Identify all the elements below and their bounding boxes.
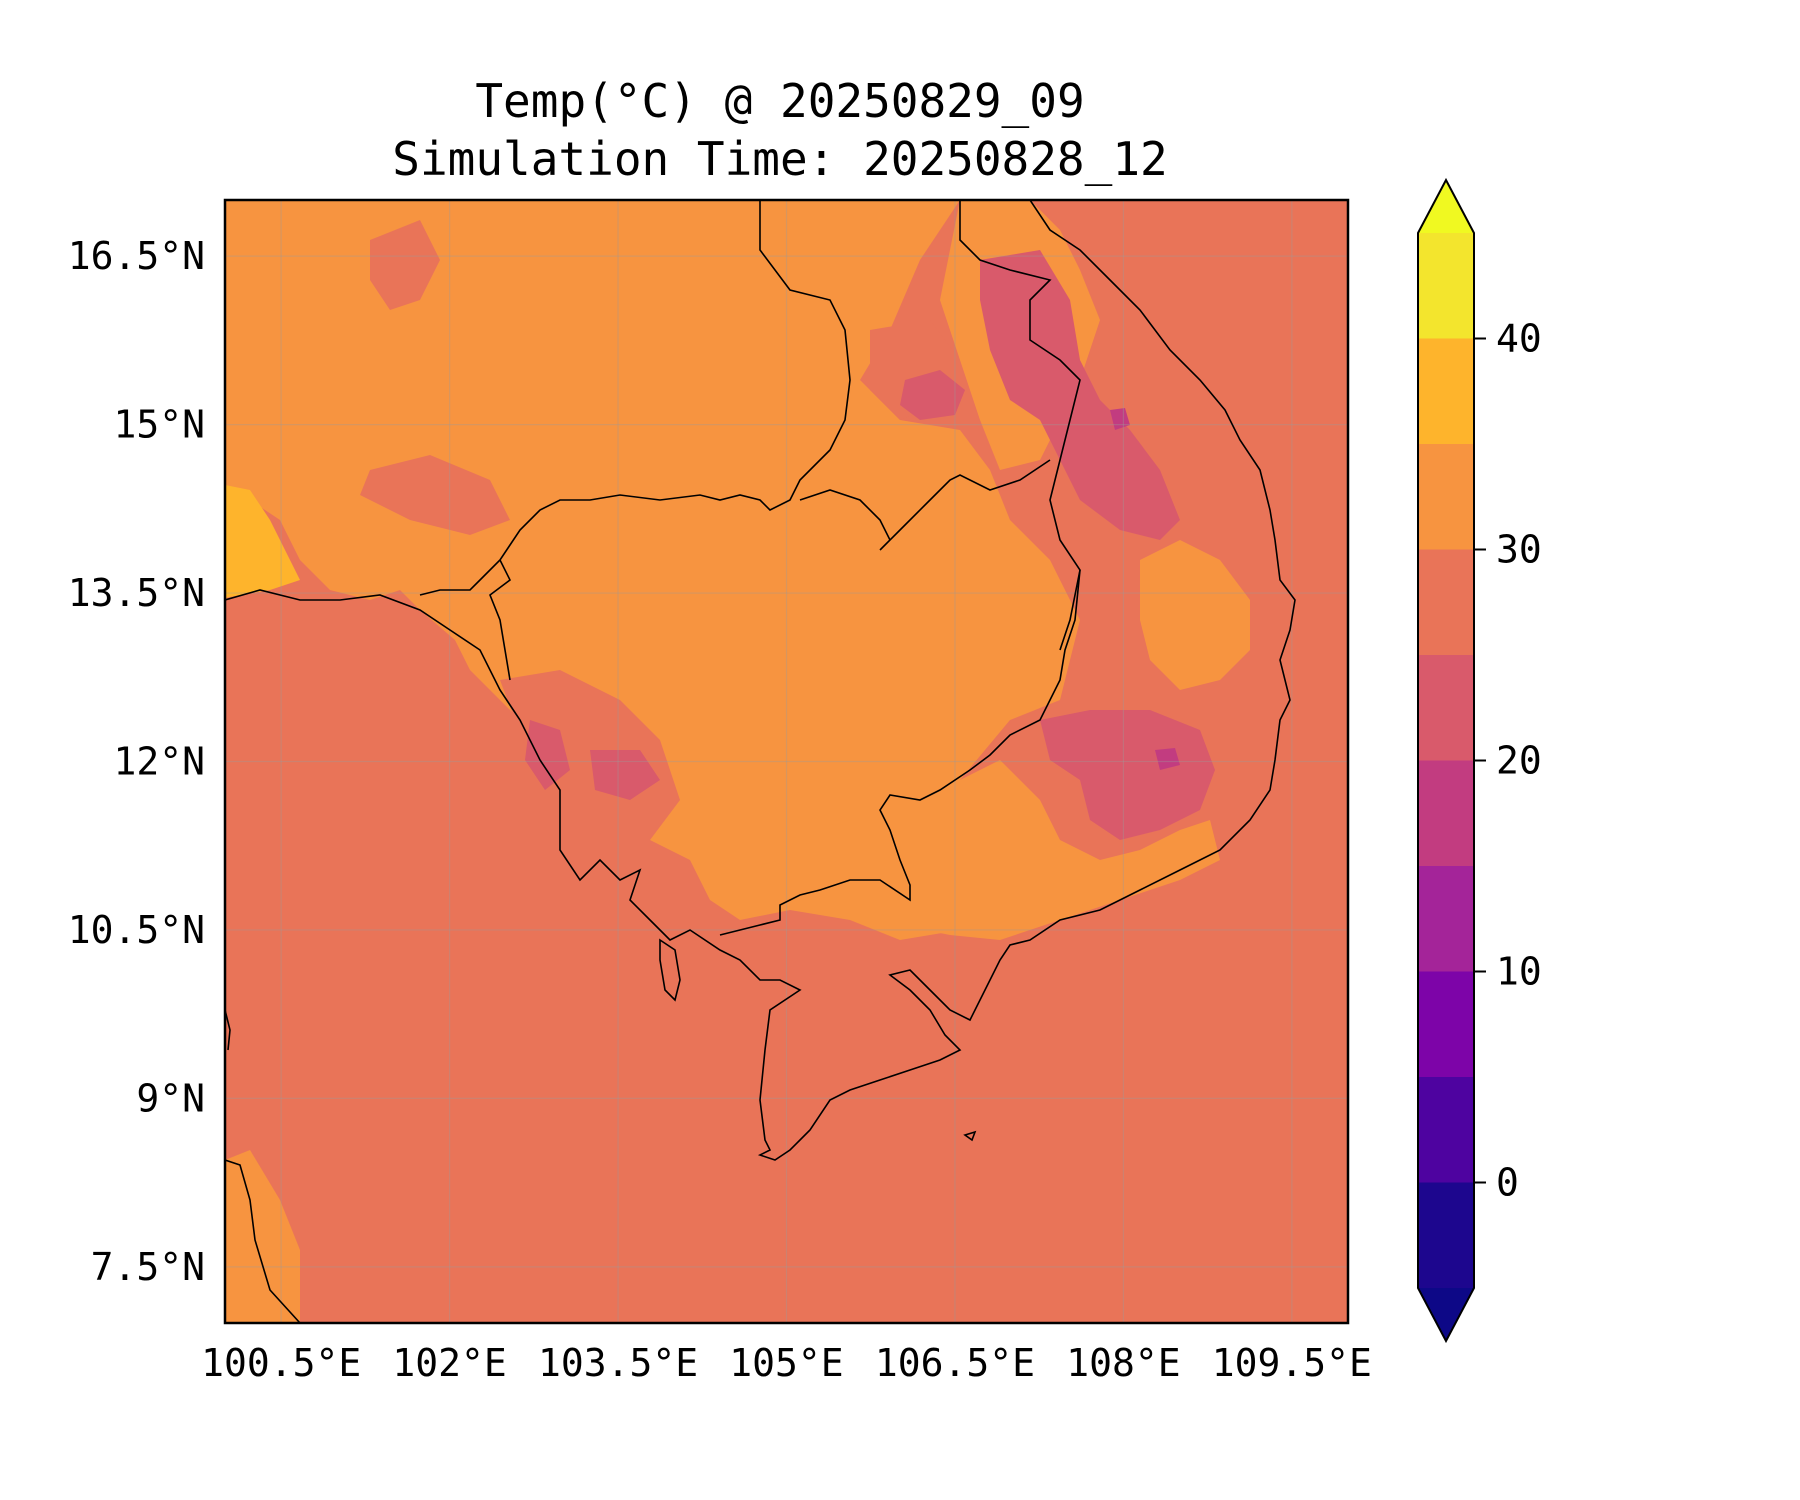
map-gridlines	[225, 200, 1348, 1323]
border-cambodia-vietnam	[719, 569, 1081, 936]
colorbar-segment	[1418, 1077, 1474, 1183]
temp-region-15-20-peak-1	[1110, 408, 1130, 430]
border-cambodia-laos	[799, 459, 1051, 551]
lon-tick-label: 106.5°E	[875, 1341, 1035, 1385]
lat-tick-label: 16.5°N	[68, 234, 205, 278]
latitude-ticks: 16.5°N 15°N 13.5°N 12°N 10.5°N 9°N 7.5°N	[68, 234, 205, 1289]
map-plot-area	[225, 200, 1348, 1323]
temperature-colorbar: 0 10 20 30 40	[1417, 177, 1542, 1344]
map-title-line-1: Temp(°C) @ 20250829_09	[475, 74, 1085, 128]
lat-tick-label: 13.5°N	[68, 571, 205, 615]
temp-region-30-35-thailand-laos	[225, 200, 1080, 940]
lat-tick-label: 10.5°N	[68, 908, 205, 952]
temp-region-20-25-cardamom	[525, 720, 570, 790]
lon-tick-label: 100.5°E	[201, 1341, 361, 1385]
myanmar-coast	[225, 1009, 231, 1051]
temp-region-20-25-cardamom-2	[590, 750, 660, 800]
colorbar-extend-under	[1418, 1288, 1474, 1341]
colorbar-segment	[1418, 866, 1474, 972]
colorbar-segment	[1418, 760, 1474, 866]
colorbar-tick-label: 40	[1496, 317, 1542, 361]
lon-tick-label: 105°E	[729, 1341, 843, 1385]
island-phu-quoc	[659, 938, 681, 1002]
temp-patch-25-30-thailand-1	[360, 455, 510, 535]
colorbar-segment	[1418, 338, 1474, 444]
temp-region-30-35-vietnam-coast	[1140, 540, 1250, 690]
temp-region-35-40-west	[225, 485, 300, 598]
lon-tick-label: 102°E	[392, 1341, 506, 1385]
temp-region-30-35-south-vietnam	[880, 760, 1220, 940]
colorbar-tick-label: 30	[1496, 528, 1542, 572]
lon-tick-label: 108°E	[1066, 1341, 1180, 1385]
colorbar-segment	[1418, 655, 1474, 761]
colorbar-extend-over	[1418, 180, 1474, 233]
colorbar-segment	[1418, 1182, 1474, 1288]
temp-patch-25-30-thailand-2	[370, 220, 440, 310]
temp-region-15-20-peak-2	[1155, 748, 1180, 770]
border-laos-vietnam	[959, 200, 1081, 651]
colorbar-segment	[1418, 971, 1474, 1077]
lat-tick-label: 9°N	[136, 1076, 205, 1120]
lat-tick-label: 15°N	[113, 403, 205, 447]
lon-tick-label: 103.5°E	[538, 1341, 698, 1385]
colorbar-tick-label: 10	[1496, 950, 1542, 994]
map-title-line-2: Simulation Time: 20250828_12	[392, 132, 1168, 186]
island-con-dao	[963, 1130, 977, 1142]
colorbar-segment	[1418, 549, 1474, 655]
lat-tick-label: 7.5°N	[91, 1245, 205, 1289]
colorbar-outline	[1417, 177, 1475, 1344]
colorbar-tick-label: 20	[1496, 739, 1542, 783]
temp-patch-25-30-cambodia-west	[500, 670, 680, 840]
longitude-ticks: 100.5°E 102°E 103.5°E 105°E 106.5°E 108°E 109.…	[201, 1341, 1372, 1385]
map-frame	[223, 198, 1350, 1325]
temp-region-30-35-malay-coast	[225, 1150, 300, 1323]
malay-coast	[225, 1159, 301, 1323]
coastlines-and-borders	[225, 200, 1296, 1323]
border-thailand-cambodia	[489, 559, 512, 681]
lat-tick-label: 12°N	[113, 740, 205, 784]
colorbar-segment	[1418, 233, 1474, 339]
temp-region-20-25-central-highlands	[1040, 710, 1215, 840]
colorbar-tick-label: 0	[1496, 1161, 1519, 1205]
border-thailand-laos	[419, 200, 851, 596]
colorbar-segment	[1418, 444, 1474, 550]
temp-region-20-25-laos-patch	[900, 370, 965, 420]
coastline-gulf-of-thailand	[225, 200, 1296, 1161]
lon-tick-label: 109.5°E	[1212, 1341, 1372, 1385]
